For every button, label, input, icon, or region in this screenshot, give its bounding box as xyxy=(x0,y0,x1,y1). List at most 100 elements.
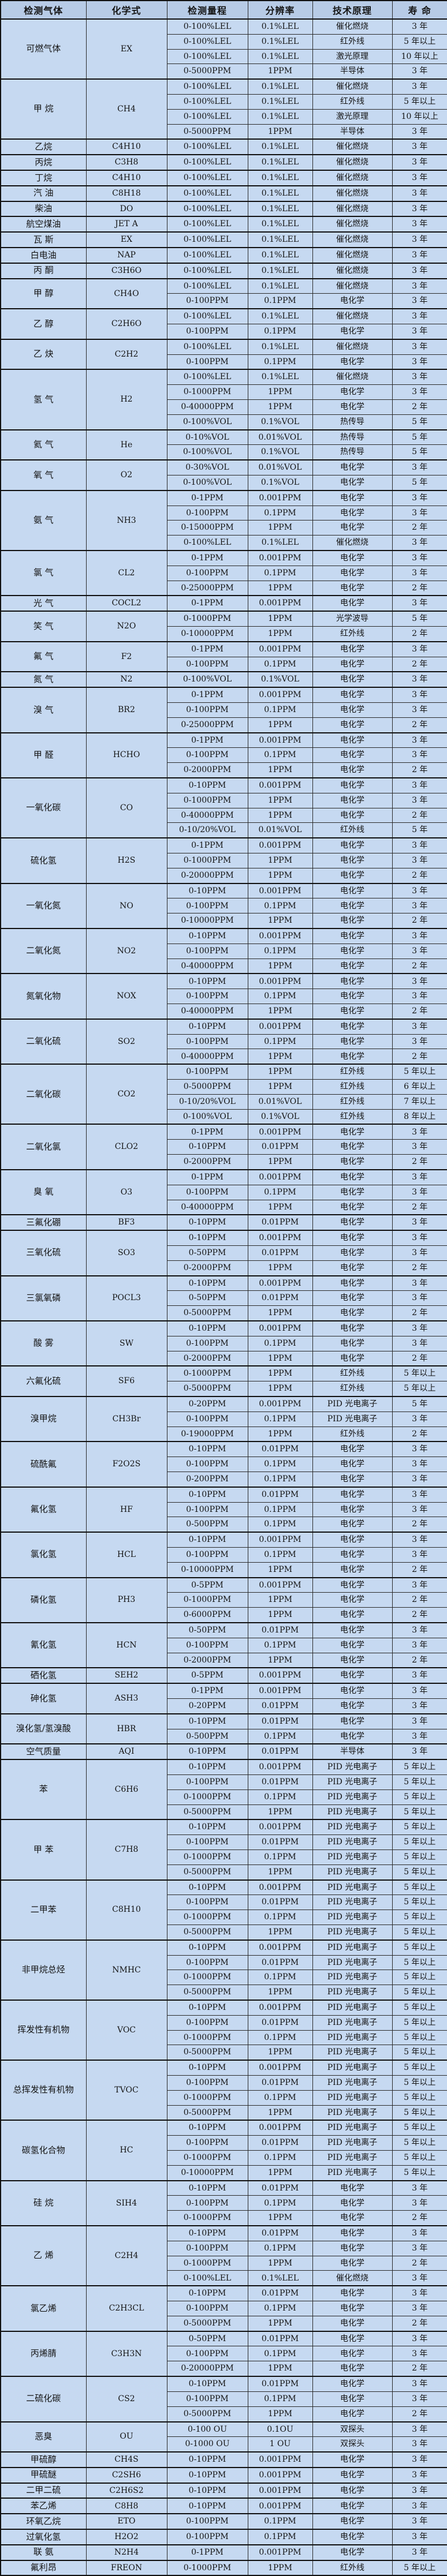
principle-cell: 电化学 xyxy=(312,2482,393,2499)
lifespan-cell: 3 年 xyxy=(392,1547,447,1563)
resolution-cell: 0.01PPM xyxy=(247,2135,313,2151)
lifespan-cell: 3 年 xyxy=(392,2466,447,2484)
principle-cell: 电化学 xyxy=(312,323,393,340)
resolution-cell: 1PPM xyxy=(247,2315,313,2332)
lifespan-cell: 3 年 xyxy=(392,1532,447,1548)
range-cell: 0-2000PPM xyxy=(166,1154,248,1170)
range-cell: 0-100%VOL xyxy=(166,444,248,460)
lifespan-cell: 3 年 xyxy=(392,231,447,248)
range-cell: 0-5000PPM xyxy=(166,1079,248,1095)
resolution-cell: 0.1%VOL xyxy=(247,474,313,491)
range-cell: 0-20PPM xyxy=(166,1698,248,1714)
table-row: 甲硫醚 C2SH6 0-10PPM 0.001PPM 电化学 3 年 xyxy=(0,2466,447,2484)
resolution-cell: 0.1%LEL xyxy=(247,231,313,248)
gas-cell: 苯 xyxy=(0,1759,87,1820)
principle-cell: 电化学 xyxy=(312,973,393,990)
range-cell: 0-100PPM xyxy=(166,989,248,1005)
lifespan-cell: 2 年 xyxy=(392,626,447,642)
lifespan-cell: 3 年 xyxy=(392,2391,447,2407)
gas-cell: 二氧化氯 xyxy=(0,1124,87,1170)
principle-cell: 电化学 xyxy=(312,565,393,581)
range-cell: 0-100PPM xyxy=(166,2075,248,2091)
resolution-cell: 0.001PPM xyxy=(247,2498,313,2514)
range-cell: 0-20000PPM xyxy=(166,867,248,884)
resolution-cell: 0.1%VOL xyxy=(247,444,313,460)
table-row: 0-100PPM 0.1PPM 电化学 3 年 xyxy=(1,323,447,340)
table-row: 0-10000PPM 1PPM 红外线 2 年 xyxy=(1,626,447,642)
principle-cell: 催化燃烧 xyxy=(312,170,393,186)
range-cell: 0-10PPM xyxy=(166,1759,248,1775)
gas-cell: 氦 气 xyxy=(0,429,87,460)
table-row: 0-10000PPM 1PPM 电化学 2 年 xyxy=(1,913,447,929)
table-row: 0-100PPM 0.01PPM PID 光电离子 5 年以上 xyxy=(1,2135,447,2151)
range-cell: 0-100PPM xyxy=(166,1411,248,1427)
range-cell: 0-1000PPM xyxy=(166,1909,248,1925)
range-cell: 0-100%VOL xyxy=(166,414,248,430)
table-row: 0-10/20%VOL 0.01%VOL 红外线 7 年以上 xyxy=(1,1094,447,1110)
table-row: 0-100PPM 0.01PPM PID 光电离子 5 年以上 xyxy=(1,2075,447,2091)
table-row: 0-100PPM 0.1PPM 电化学 3 年 xyxy=(1,2346,447,2362)
resolution-cell: 1PPM xyxy=(247,1079,313,1095)
resolution-cell: 0.01PPM xyxy=(247,1622,313,1638)
principle-cell: 电化学 xyxy=(312,489,393,506)
lifespan-cell: 3 年 xyxy=(392,2270,447,2286)
principle-cell: 电化学 xyxy=(312,2285,393,2302)
principle-cell: 电化学 xyxy=(312,958,393,974)
lifespan-cell: 2 年 xyxy=(392,913,447,929)
resolution-cell: 0.1PPM xyxy=(247,2090,313,2106)
range-cell: 0-1000PPM xyxy=(166,1970,248,1986)
range-cell: 0-10PPM xyxy=(166,1819,248,1836)
gas-cell: 氮氧化物 xyxy=(0,973,87,1020)
lifespan-cell: 3 年 xyxy=(392,2513,447,2530)
principle-cell: 电化学 xyxy=(312,1607,393,1623)
resolution-cell: 0.1%LEL xyxy=(247,369,313,385)
range-cell: 0-5000PPM xyxy=(166,2045,248,2061)
resolution-cell: 0.001PPM xyxy=(247,973,313,990)
resolution-cell: 1PPM xyxy=(247,63,313,80)
resolution-cell: 0.001PPM xyxy=(247,1759,313,1775)
table-row: 0-100PPM 0.1PPM 电化学 3 年 xyxy=(1,2240,447,2256)
principle-cell: 催化燃烧 xyxy=(312,185,393,202)
table-row: 0-500PPM 0.1PPM 电化学 2 年 xyxy=(1,1517,447,1533)
range-cell: 0-10PPM xyxy=(166,1939,248,1956)
principle-cell: 双探头 xyxy=(312,2421,393,2438)
formula-cell: HCN xyxy=(85,1622,167,1668)
resolution-cell: 1PPM xyxy=(247,1592,313,1608)
range-cell: 0-100PPM xyxy=(166,354,248,370)
table-row: 0-10/20%VOL 0.01%VOL 红外线 5 年 xyxy=(1,822,447,838)
formula-cell: N2 xyxy=(85,671,167,688)
table-row: 柴油 DO 0-100%LEL 0.1%LEL 催化燃烧 3 年 xyxy=(0,200,447,217)
gas-cell: 溴 气 xyxy=(0,687,87,733)
lifespan-cell: 2 年 xyxy=(392,1426,447,1442)
formula-cell: TVOC xyxy=(85,2060,167,2121)
table-row: 0-100PPM 0.1PPM 电化学 3 年 xyxy=(1,702,447,718)
lifespan-cell: 5 年以上 xyxy=(392,1894,447,1911)
resolution-cell: 0.1%VOL xyxy=(247,671,313,688)
lifespan-cell: 3 年 xyxy=(392,384,447,400)
resolution-cell: 0.01PPM xyxy=(247,1743,313,1760)
range-cell: 0-50PPM xyxy=(166,1622,248,1638)
formula-cell: C6H6 xyxy=(85,1759,167,1820)
resolution-cell: 1PPM xyxy=(247,1804,313,1820)
principle-cell: 电化学 xyxy=(312,2315,393,2332)
principle-cell: 电化学 xyxy=(312,1502,393,1518)
principle-cell: 热传导 xyxy=(312,429,393,445)
principle-cell: PID 光电离子 xyxy=(312,2150,393,2166)
lifespan-cell: 3 年 xyxy=(392,565,447,581)
lifespan-cell: 3 年 xyxy=(392,369,447,385)
range-cell: 0-100%LEL xyxy=(166,185,248,202)
range-cell: 0-40000PPM xyxy=(166,399,248,415)
principle-cell: PID 光电离子 xyxy=(312,1864,393,1881)
resolution-cell: 0.01%VOL xyxy=(247,429,313,445)
table-row: 0-1000PPM 0.1PPM PID 光电离子 5 年以上 xyxy=(1,2090,447,2106)
gas-cell: 磷化氢 xyxy=(0,1577,87,1623)
table-row: 甲 苯 C7H8 0-10PPM 0.001PPM PID 光电离子 5 年以上 xyxy=(0,1819,447,1881)
formula-cell: CL2 xyxy=(85,550,167,596)
table-row: 丙 酮 C3H6O 0-100%LEL 0.1%LEL 催化燃烧 3 年 xyxy=(0,262,447,279)
table-row: 三氧化硫 SO3 0-10PPM 0.001PPM 电化学 3 年 xyxy=(0,1230,447,1276)
lifespan-cell: 3 年 xyxy=(392,200,447,217)
lifespan-cell: 3 年 xyxy=(392,1577,447,1593)
lifespan-cell: 3 年 xyxy=(392,185,447,202)
resolution-cell: 1PPM xyxy=(247,762,313,778)
lifespan-cell: 5 年以上 xyxy=(392,1985,447,2001)
